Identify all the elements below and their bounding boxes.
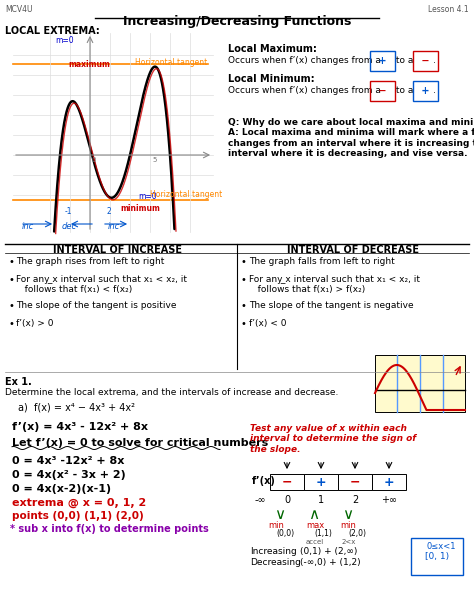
- Text: Let f’(x) = 0 to solve for critical numbers: Let f’(x) = 0 to solve for critical numb…: [12, 438, 268, 448]
- Bar: [270, 474, 304, 490]
- Text: INTERVAL OF INCREASE: INTERVAL OF INCREASE: [54, 245, 182, 255]
- Bar: [372, 474, 406, 490]
- Text: Occurs when f’(x) changes from a: Occurs when f’(x) changes from a: [228, 56, 384, 65]
- Text: Local Minimum:: Local Minimum:: [228, 74, 315, 84]
- Text: The graph falls from left to right: The graph falls from left to right: [249, 257, 395, 266]
- Text: Test any value of x within each
interval to determine the sign of
the slope.: Test any value of x within each interval…: [250, 424, 416, 454]
- Text: 2: 2: [107, 207, 112, 216]
- Text: inc: inc: [22, 222, 34, 231]
- Text: ∨: ∨: [274, 507, 285, 522]
- Text: accel: accel: [306, 539, 324, 545]
- Text: -1: -1: [65, 207, 73, 216]
- Text: Q: Why do we care about local maxima and minima?
A: Local maxima and minima will: Q: Why do we care about local maxima and…: [228, 118, 474, 158]
- Text: min: min: [340, 521, 356, 530]
- Text: •: •: [241, 257, 247, 267]
- Text: Horizontal tangent: Horizontal tangent: [150, 190, 222, 199]
- Text: to a: to a: [393, 86, 416, 95]
- Text: * sub x into f(x) to determine points: * sub x into f(x) to determine points: [10, 524, 209, 534]
- Text: f’(x) > 0: f’(x) > 0: [16, 319, 54, 328]
- Text: The slope of the tangent is positive: The slope of the tangent is positive: [16, 301, 176, 310]
- Text: (0,1) + (2,∞): (0,1) + (2,∞): [300, 547, 357, 556]
- Text: .: .: [433, 86, 436, 95]
- Text: (2,0): (2,0): [348, 529, 366, 538]
- Text: +: +: [383, 475, 394, 489]
- Text: (0,0): (0,0): [276, 529, 294, 538]
- Text: Decreasing: Decreasing: [250, 558, 301, 567]
- Text: +∞: +∞: [381, 495, 397, 505]
- Text: 0 = 4x³ -12x² + 8x: 0 = 4x³ -12x² + 8x: [12, 456, 124, 466]
- Text: ∧: ∧: [308, 507, 319, 522]
- Text: •: •: [8, 257, 14, 267]
- Text: 0: 0: [284, 495, 290, 505]
- Text: 2<x: 2<x: [342, 539, 356, 545]
- Text: Lesson 4.1: Lesson 4.1: [428, 5, 469, 14]
- Text: ∨: ∨: [342, 507, 353, 522]
- Text: −: −: [375, 86, 390, 96]
- Text: a)  f(x) = x⁴ − 4x³ + 4x²: a) f(x) = x⁴ − 4x³ + 4x²: [18, 402, 135, 412]
- Text: Ex 1.: Ex 1.: [5, 377, 32, 387]
- Text: f’(x): f’(x): [252, 476, 276, 486]
- Text: m=0: m=0: [138, 192, 156, 201]
- Text: -∞: -∞: [254, 495, 266, 505]
- Text: maximum: maximum: [68, 60, 110, 69]
- Text: 0: 0: [92, 157, 97, 163]
- Text: INTERVAL OF DECREASE: INTERVAL OF DECREASE: [287, 245, 419, 255]
- Text: (1,1): (1,1): [314, 529, 332, 538]
- Text: •: •: [241, 301, 247, 311]
- Text: max: max: [306, 521, 324, 530]
- Text: −: −: [282, 475, 292, 489]
- Text: minimum: minimum: [120, 204, 160, 213]
- Text: dec: dec: [62, 222, 77, 231]
- Text: •: •: [241, 275, 247, 285]
- Text: min: min: [268, 521, 284, 530]
- Text: points (0,0) (1,1) (2,0): points (0,0) (1,1) (2,0): [12, 511, 144, 521]
- Text: MCV4U: MCV4U: [5, 5, 33, 14]
- Text: •: •: [8, 275, 14, 285]
- Text: 2: 2: [352, 495, 358, 505]
- Text: 0≤x<1: 0≤x<1: [427, 542, 456, 551]
- Text: 5: 5: [152, 157, 156, 163]
- Text: (-∞,0) + (1,2): (-∞,0) + (1,2): [300, 558, 361, 567]
- Text: For any ̲x interval such that x₁ < x₂, it
   follows that f(x₁) > f(x₂): For any ̲x interval such that x₁ < x₂, i…: [249, 275, 420, 294]
- Text: For any ̲x interval such that x₁ < x₂, it
   follows that f(x₁) < f(x₂): For any ̲x interval such that x₁ < x₂, i…: [16, 275, 187, 294]
- Text: Determine the local extrema, and the intervals of increase and decrease.: Determine the local extrema, and the int…: [5, 388, 338, 397]
- Text: 0 = 4x(x² - 3x + 2): 0 = 4x(x² - 3x + 2): [12, 470, 126, 480]
- Text: 1: 1: [318, 495, 324, 505]
- Text: f’(x) = 4x³ - 12x² + 8x: f’(x) = 4x³ - 12x² + 8x: [12, 422, 148, 432]
- Text: .: .: [433, 56, 436, 65]
- Text: f’(x) < 0: f’(x) < 0: [249, 319, 286, 328]
- Text: Increasing: Increasing: [250, 547, 297, 556]
- Text: m=0: m=0: [55, 36, 73, 45]
- Text: inc: inc: [108, 222, 120, 231]
- Text: Horizontal tangent: Horizontal tangent: [135, 58, 207, 67]
- Text: 0 = 4x(x-2)(x-1): 0 = 4x(x-2)(x-1): [12, 484, 111, 494]
- Text: Occurs when f’(x) changes from a: Occurs when f’(x) changes from a: [228, 86, 384, 95]
- Text: Increasing/Decreasing Functions: Increasing/Decreasing Functions: [123, 15, 351, 28]
- Text: to a: to a: [393, 56, 416, 65]
- Text: extrema @ x = 0, 1, 2: extrema @ x = 0, 1, 2: [12, 498, 146, 508]
- Text: +: +: [316, 475, 326, 489]
- Bar: [375, 355, 465, 412]
- Bar: [304, 474, 338, 490]
- Text: •: •: [241, 319, 247, 329]
- Text: •: •: [8, 301, 14, 311]
- Text: LOCAL EXTREMA:: LOCAL EXTREMA:: [5, 26, 100, 36]
- Text: [0, 1): [0, 1): [425, 552, 449, 561]
- Text: +: +: [375, 56, 390, 66]
- Text: The graph rises from left to right: The graph rises from left to right: [16, 257, 164, 266]
- Text: Local Maximum:: Local Maximum:: [228, 44, 317, 54]
- Text: −: −: [418, 56, 433, 66]
- Bar: [338, 474, 372, 490]
- Text: The slope of the tangent is negative: The slope of the tangent is negative: [249, 301, 414, 310]
- Text: −: −: [350, 475, 360, 489]
- Text: +: +: [418, 86, 433, 96]
- Text: •: •: [8, 319, 14, 329]
